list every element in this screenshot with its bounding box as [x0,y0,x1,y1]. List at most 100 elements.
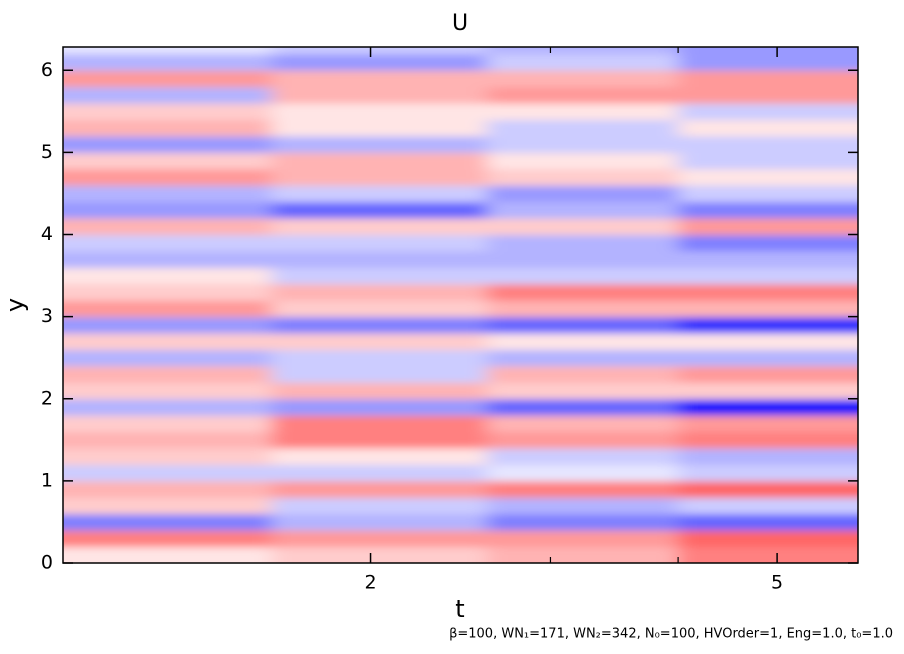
axes: 0 1 2 3 4 5 6 2 5 [41,46,859,594]
heatmap-cell [678,349,858,367]
heatmap-cell [63,201,273,219]
heatmap-cell [63,382,273,400]
heatmap-cell [678,86,858,104]
heatmap-cell [678,283,858,301]
heatmap-cell [63,86,273,104]
heatmap-cell [63,234,273,252]
heatmap-cell [271,86,488,104]
y-tick-label: 6 [41,59,53,81]
heatmap-cell [271,530,488,548]
heatmap-cell [678,185,858,203]
heatmap-cell [678,382,858,400]
heatmap-cell [271,53,488,71]
heatmap-cell [63,415,273,433]
heatmap-cell [678,480,858,498]
heatmap [63,47,858,563]
heatmap-cell [63,300,273,318]
heatmap-cell [271,250,488,268]
heatmap-cell [271,283,488,301]
heatmap-cell [678,546,858,563]
heatmap-cell [486,185,679,203]
heatmap-cell [271,218,488,236]
heatmap-cell [486,135,679,153]
heatmap-cell [486,365,679,383]
heatmap-cells [63,47,858,563]
heatmap-cell [678,497,858,515]
heatmap-cell [486,530,679,548]
heatmap-cell [271,70,488,88]
heatmap-cell [486,448,679,465]
heatmap-cell [63,70,273,88]
heatmap-cell [271,119,488,137]
heatmap-cell [271,234,488,252]
heatmap-cell [271,464,488,482]
heatmap-cell [271,365,488,383]
heatmap-cell [486,234,679,252]
heatmap-cell [63,333,273,350]
heatmap-cell [271,103,488,121]
y-tick-label: 0 [41,552,53,574]
heatmap-cell [486,300,679,318]
heatmap-cell [678,152,858,170]
heatmap-cell [678,250,858,268]
heatmap-cell [63,530,273,548]
heatmap-cell [271,513,488,531]
heatmap-cell [678,464,858,482]
heatmap-cell [271,135,488,153]
heatmap-cell [678,53,858,71]
heatmap-cell [63,480,273,498]
heatmap-cell [486,119,679,137]
heatmap-cell [486,201,679,219]
heatmap-cell [678,415,858,433]
heatmap-cell [678,103,858,121]
heatmap-cell [63,267,273,285]
x-tick-label: 2 [365,572,377,594]
heatmap-cell [486,398,679,416]
plot-frame [62,46,859,564]
heatmap-cell [486,513,679,531]
y-tick-label: 2 [41,387,53,409]
y-tick-label: 5 [41,141,53,163]
heatmap-cell [63,283,273,301]
y-tick-label: 3 [41,305,53,327]
heatmap-cell [678,168,858,186]
heatmap-cell [271,415,488,433]
heatmap-cell [678,398,858,416]
heatmap-cell [271,267,488,285]
heatmap-cell [678,234,858,252]
heatmap-cell [678,300,858,318]
heatmap-cell [678,135,858,153]
heatmap-cell [486,382,679,400]
heatmap-cell [63,218,273,236]
y-tick-label: 1 [41,469,53,491]
heatmap-cell [63,464,273,482]
heatmap-cell [486,464,679,482]
heatmap-cell [486,480,679,498]
heatmap-cell [486,431,679,449]
heatmap-cell [678,431,858,449]
heatmap-cell [63,398,273,416]
heatmap-cell [486,250,679,268]
heatmap-cell [678,70,858,88]
heatmap-cell [486,546,679,563]
heatmap-cell [63,135,273,153]
heatmap-cell [63,365,273,383]
heatmap-cell [271,185,488,203]
heatmap-cell [486,333,679,350]
heatmap-cell [678,267,858,285]
heatmap-cell [486,70,679,88]
heatmap-cell [678,333,858,350]
heatmap-cell [271,316,488,334]
heatmap-cell [271,300,488,318]
heatmap-cell [486,283,679,301]
heatmap-cell [486,152,679,170]
x-axis-label: t [455,595,464,623]
heatmap-cell [271,497,488,515]
heatmap-cell [271,168,488,186]
heatmap-cell [678,119,858,137]
parameter-note: β=100, WN₁=171, WN₂=342, N₀=100, HVOrder… [449,627,893,642]
heatmap-cell [678,201,858,219]
heatmap-cell [63,497,273,515]
heatmap-cell [486,53,679,71]
